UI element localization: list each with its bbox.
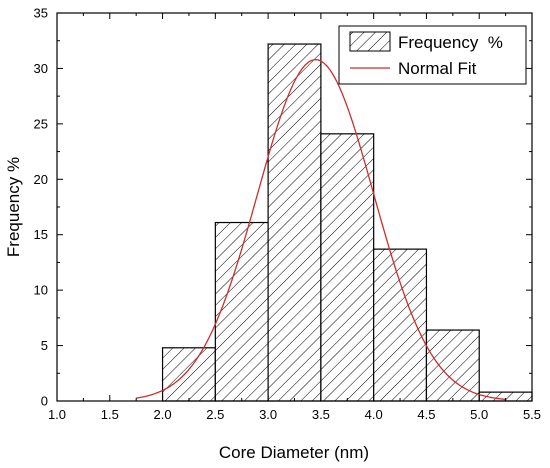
y-axis-title: Frequency % [4,157,23,257]
x-axis: 1.0 1.5 2.0 2.5 3.0 3.5 4.0 4.5 5.0 5.5 [48,13,541,422]
x-tick-label: 5.5 [523,407,541,422]
x-tick-label: 2.5 [206,407,224,422]
x-axis-title: Core Diameter (nm) [219,443,369,462]
normal-fit-line [136,58,506,401]
legend-swatch-frequency [349,31,391,52]
y-tick-label: 25 [34,116,48,131]
histogram-bar-2 [267,43,322,402]
y-tick-label: 15 [34,227,48,242]
y-tick-label: 10 [34,283,48,298]
normal-fit-layer [136,58,506,401]
x-tick-label: 3.5 [312,407,330,422]
y-axis: 0 5 10 15 20 25 30 35 [34,6,532,409]
x-tick-label: 4.5 [417,407,435,422]
histogram-bar-1 [214,221,269,402]
histogram-bar-0 [161,347,216,402]
legend-label-frequency: Frequency % [398,33,503,52]
histogram-bar-3 [320,133,375,402]
y-tick-label: 0 [41,394,48,409]
y-tick-label: 35 [34,6,48,21]
y-tick-label: 30 [34,61,48,76]
histogram-bar-4 [373,248,428,402]
x-tick-label: 2.0 [154,407,172,422]
y-tick-label: 20 [34,172,48,187]
legend: Frequency % Normal Fit [338,25,527,85]
x-tick-label: 1.0 [48,407,66,422]
x-tick-label: 3.0 [259,407,277,422]
x-tick-label: 5.0 [470,407,488,422]
y-tick-label: 5 [41,338,48,353]
legend-label-normal-fit: Normal Fit [398,59,477,78]
x-tick-label: 4.0 [365,407,383,422]
histogram-bars [161,43,533,402]
histogram-bar-5 [425,329,480,402]
x-tick-label: 1.5 [101,407,119,422]
